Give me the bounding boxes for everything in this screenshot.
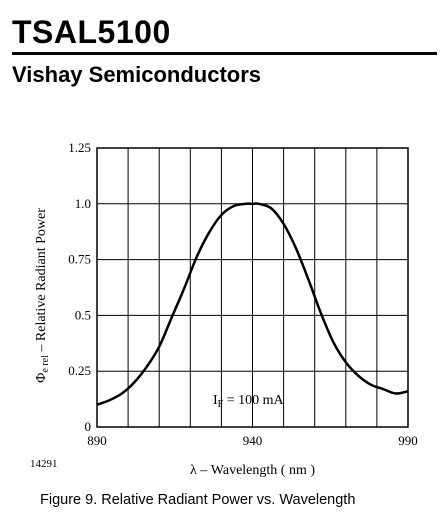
y-tick-label: 0.75: [68, 252, 91, 267]
plot-frame: [96, 147, 409, 428]
y-tick-labels: 0 0.25 0.5 0.75 1.0 1.25: [68, 140, 91, 434]
x-tick-label: 990: [398, 433, 418, 448]
figure-id: 14291: [30, 458, 58, 470]
y-axis-label-sub: e rel: [40, 355, 51, 373]
x-tick-labels: 890 940 990: [87, 433, 418, 448]
annotation-main: I: [213, 393, 218, 408]
x-tick-label: 940: [243, 433, 263, 448]
y-tick-label: 0: [85, 419, 92, 434]
y-tick-label: 0.5: [75, 307, 91, 322]
annotation-rest: = 100 mA: [223, 393, 284, 408]
y-tick-label: 1.25: [68, 140, 91, 155]
page-title: TSAL5100: [12, 14, 171, 50]
x-axis-label: λ – Wavelength ( nm ): [190, 463, 315, 478]
chart-grid: [97, 148, 408, 427]
series-line: [96, 202, 409, 406]
y-axis-label: Φe rel – Relative Radiant Power: [34, 208, 51, 383]
header-rule: [12, 52, 437, 55]
annotation-sub: F: [218, 399, 224, 410]
annotation-current: IF = 100 mA: [213, 393, 285, 410]
x-tick-label: 890: [87, 433, 107, 448]
company-name: Vishay Semiconductors: [12, 62, 262, 87]
y-tick-label: 0.25: [68, 363, 91, 378]
y-axis-label-main: Φ: [34, 373, 49, 383]
y-tick-label: 1.0: [75, 196, 91, 211]
figure-caption: Figure 9. Relative Radiant Power vs. Wav…: [40, 492, 356, 508]
y-axis-label-rest: – Relative Radiant Power: [34, 208, 49, 355]
